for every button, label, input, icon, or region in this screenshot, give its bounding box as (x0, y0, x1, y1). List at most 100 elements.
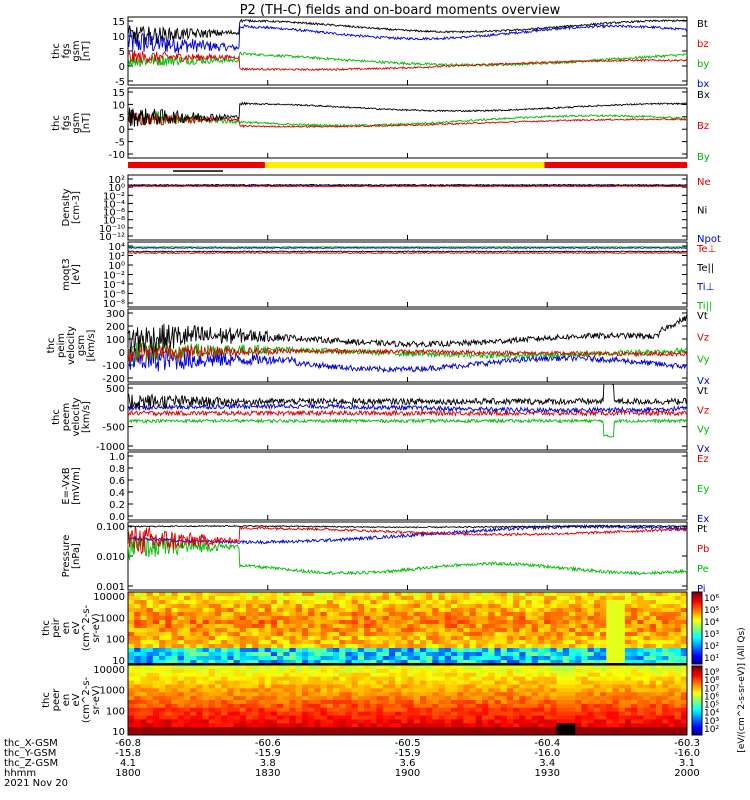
heatmap-cell (159, 703, 166, 709)
heatmap-cell (326, 640, 334, 645)
heatmap-cell (494, 608, 502, 613)
heatmap-cell (308, 727, 315, 732)
heatmap-cell (668, 616, 675, 621)
heatmap-cell (339, 727, 346, 732)
heatmap-cell (326, 692, 334, 697)
heatmap-cell (159, 620, 166, 625)
heatmap-cell (413, 656, 421, 661)
heatmap-cell (668, 660, 675, 665)
heatmap-cell (190, 707, 197, 713)
heatmap-cell (295, 624, 303, 629)
heatmap-cell (258, 624, 266, 629)
heatmap-cell (556, 624, 564, 629)
heatmap-cell (395, 652, 402, 657)
heatmap-cell (283, 640, 290, 645)
heatmap-cell (165, 723, 172, 728)
heatmap-cell (413, 665, 421, 670)
heatmap-cell (159, 676, 166, 681)
heatmap-cell (556, 715, 564, 720)
heatmap-cell (370, 656, 377, 661)
heatmap-cell (252, 692, 259, 697)
heatmap-cell (426, 592, 433, 597)
heatmap-cell (301, 727, 309, 732)
heatmap-cell (177, 715, 185, 720)
heatmap-cell (183, 723, 191, 728)
legend-label: Bz (697, 121, 709, 132)
heatmap-cell (655, 672, 663, 678)
heatmap-cell (457, 692, 464, 697)
heatmap-cell (364, 596, 371, 601)
heatmap-cell (674, 680, 682, 685)
heatmap-cell (388, 731, 396, 736)
heatmap-cell (562, 676, 570, 681)
heatmap-cell (643, 665, 651, 670)
heatmap-cell (202, 680, 210, 685)
heatmap-cell (165, 665, 172, 670)
heatmap-cell (457, 707, 464, 713)
heatmap-cell (631, 715, 638, 720)
heatmap-cell (382, 676, 390, 681)
heatmap-cell (457, 703, 464, 709)
heatmap-cell (562, 592, 570, 597)
ylabel-line: peer (51, 688, 62, 712)
heatmap-cell (674, 640, 682, 645)
heatmap-cell (655, 648, 663, 653)
heatmap-cell (214, 711, 222, 716)
heatmap-cell (556, 672, 564, 678)
heatmap-cell (332, 715, 340, 720)
heatmap-cell (482, 652, 489, 657)
heatmap-cell (239, 680, 247, 685)
heatmap-cell (513, 596, 520, 601)
heatmap-cell (270, 596, 278, 601)
heatmap-cell (345, 672, 352, 678)
heatmap-cell (531, 680, 539, 685)
heatmap-cell (128, 628, 135, 633)
heatmap-cell (140, 604, 148, 609)
heatmap-cell (513, 700, 520, 705)
heatmap-cell (637, 668, 644, 674)
heatmap-cell (556, 600, 564, 605)
heatmap-cell (506, 648, 514, 653)
heatmap-cell (152, 665, 160, 670)
ytick-label: 500 (106, 384, 125, 395)
heatmap-cell (413, 672, 421, 678)
heatmap-cell (128, 727, 135, 732)
heatmap-cell (301, 620, 309, 625)
heatmap-cell (438, 727, 446, 732)
heatmap-cell (401, 592, 408, 597)
heatmap-cell (357, 604, 365, 609)
heatmap-cell (351, 688, 359, 693)
heatmap-cell (295, 656, 303, 661)
heatmap-cell (612, 660, 620, 665)
heatmap-cell (475, 700, 483, 705)
heatmap-cell (531, 596, 539, 601)
heatmap-cell (413, 711, 421, 716)
heatmap-cell (295, 688, 303, 693)
heatmap-cell (295, 632, 303, 637)
colorbar-cell (692, 703, 702, 707)
heatmap-cell (214, 688, 222, 693)
heatmap-cell (662, 624, 669, 629)
heatmap-cell (438, 668, 446, 674)
heatmap-cell (214, 727, 222, 732)
heatmap-cell (233, 707, 241, 713)
ephem-y-value: -15.9 (255, 748, 281, 759)
series-bz (127, 50, 688, 72)
heatmap-cell (332, 665, 340, 670)
heatmap-cell (295, 648, 303, 653)
heatmap-cell (314, 672, 321, 678)
colorbar-cell (692, 646, 702, 649)
heatmap-cell (649, 723, 657, 728)
heatmap-cell (183, 620, 191, 625)
heatmap-cell (208, 715, 216, 720)
colorbar-cell (692, 620, 702, 624)
heatmap-cell (438, 596, 446, 601)
heatmap-cell (600, 592, 607, 597)
heatmap-cell (376, 668, 384, 674)
heatmap-cell (407, 723, 415, 728)
heatmap-cell (345, 616, 352, 621)
heatmap-cell (506, 612, 514, 617)
heatmap-cell (500, 652, 508, 657)
heatmap-cell (326, 596, 334, 601)
heatmap-cell (295, 668, 303, 674)
